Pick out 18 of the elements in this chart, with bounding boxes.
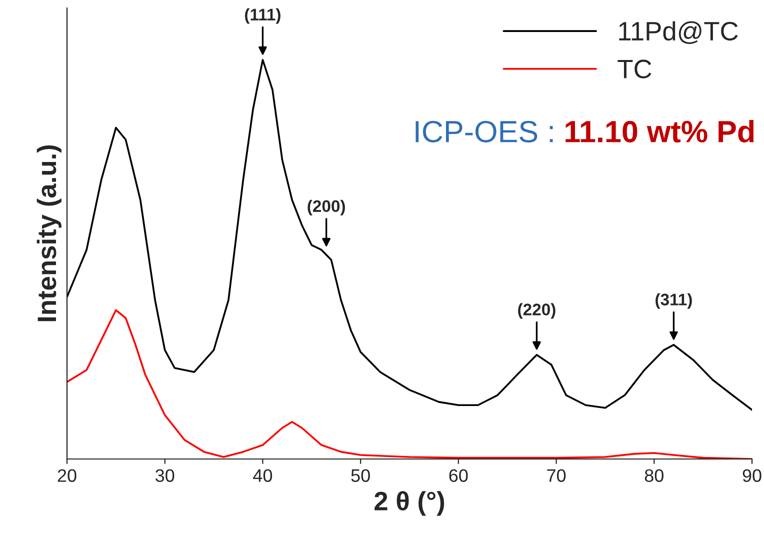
x-axis-title: 2 θ (°) [374, 491, 444, 516]
annotation: (111) [245, 8, 280, 24]
x-tick-label: 40 [253, 469, 272, 482]
x-tick-label: 60 [449, 469, 468, 482]
legend-label: 11Pd@TC [619, 21, 738, 44]
x-tick-label: 90 [742, 469, 762, 482]
annotation: ICP-OES : [416, 120, 553, 142]
annotation: (311) [656, 293, 692, 309]
x-tick-label: 80 [644, 469, 664, 482]
annotation: (200) [308, 200, 345, 216]
annotation: (220) [518, 303, 556, 319]
annotation: 11.10 wt% Pd [566, 120, 754, 142]
x-tick-label: 50 [351, 469, 370, 482]
x-tick-label: 70 [547, 469, 566, 482]
x-tick-label: 20 [58, 469, 76, 482]
legend-label: TC [618, 60, 652, 78]
x-tick-label: 30 [156, 469, 174, 482]
y-axis-title: Intensity (a.u.) [36, 145, 62, 322]
